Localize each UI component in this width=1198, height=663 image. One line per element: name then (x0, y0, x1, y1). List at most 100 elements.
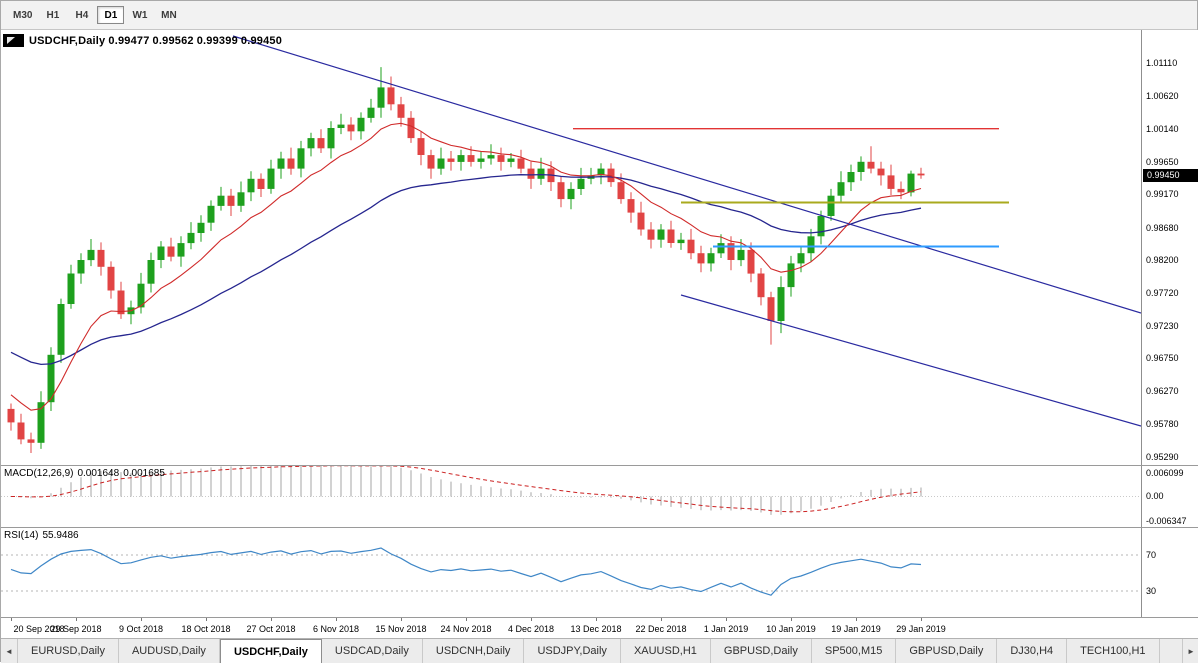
timeframe-button-h1[interactable]: H1 (46, 9, 60, 21)
date-tick (596, 618, 597, 621)
date-axis-label: 15 Nov 2018 (375, 624, 427, 634)
price-axis-label: 0.98200 (1146, 255, 1179, 265)
date-axis-label: 19 Jan 2019 (831, 624, 881, 634)
rsi-panel[interactable]: RSI(14) 55.9486 70 30 (1, 527, 1198, 617)
date-axis-label: 20 Sep 2018 (13, 624, 65, 634)
price-axis-label: 0.97720 (1146, 288, 1179, 298)
macd-panel[interactable]: MACD(12,26,9) 0.001648 0.001685 0.006099 0.… (1, 465, 1198, 527)
macd-value-1: 0.001648 (77, 468, 120, 479)
fast-ma-line (10, 122, 922, 411)
macd-histogram (20, 466, 922, 515)
date-axis-label: 24 Nov 2018 (440, 624, 492, 634)
price-axis-label: 0.96270 (1146, 386, 1179, 396)
macd-label: MACD(12,26,9) 0.001648 0.001685 (4, 468, 165, 479)
date-axis-label: 29 Sep 2018 (50, 624, 102, 634)
chart-corner-icon (3, 34, 24, 47)
price-axis-label: 0.98680 (1146, 223, 1179, 233)
tab-dj30-h4[interactable]: DJ30,H4 (997, 639, 1068, 663)
tab-usdchf-daily[interactable]: USDCHF,Daily (219, 639, 322, 663)
timeframe-button-h4[interactable]: H4 (75, 9, 89, 21)
tab-sp500-m15[interactable]: SP500,M15 (812, 639, 897, 663)
date-tick (466, 618, 467, 621)
date-axis-label: 13 Dec 2018 (570, 624, 622, 634)
date-axis-label: 4 Dec 2018 (507, 624, 555, 634)
rsi-line (10, 547, 922, 596)
trendlines-group (232, 35, 1141, 427)
tab-audusd-daily[interactable]: AUDUSD,Daily (119, 639, 220, 663)
ohlc-high: 0.99562 (152, 35, 194, 47)
tab-usdcnh-daily[interactable]: USDCNH,Daily (423, 639, 525, 663)
tab-usdjpy-daily[interactable]: USDJPY,Daily (524, 639, 621, 663)
timeframe-button-m30[interactable]: M30 (13, 9, 33, 21)
date-tick (726, 618, 727, 621)
chart-tabs: ◄ EURUSD,Daily AUDUSD,Daily USDCHF,Daily USD… (1, 638, 1198, 663)
price-axis: 1.01110 1.00620 1.00140 0.99650 0.99170 0.986… (1141, 30, 1198, 465)
horizontal-levels-group (573, 127, 1009, 248)
date-axis-label: 10 Jan 2019 (766, 624, 816, 634)
date-tick (531, 618, 532, 621)
macd-axis-label: 0.00 (1146, 491, 1164, 502)
tab-tech100-h1[interactable]: TECH100,H1 (1067, 639, 1160, 663)
date-axis-label: 1 Jan 2019 (703, 624, 749, 634)
date-tick (401, 618, 402, 621)
date-axis-label: 18 Oct 2018 (181, 624, 231, 634)
date-tick (271, 618, 272, 621)
tabs-scroll-left-icon[interactable]: ◄ (1, 639, 18, 663)
date-tick (11, 618, 12, 621)
macd-plot[interactable] (1, 466, 1141, 528)
timeframe-button-mn[interactable]: MN (161, 9, 177, 21)
chart-title: USDCHF,Daily 0.99477 0.99562 0.99399 0.99450 (29, 35, 285, 47)
date-axis: 20 Sep 2018 29 Sep 2018 9 Oct 2018 18 Oct 2… (1, 617, 1198, 638)
price-axis-label: 1.01110 (1146, 58, 1178, 68)
ohlc-close: 0.99450 (240, 35, 283, 47)
rsi-plot[interactable] (1, 528, 1141, 618)
rsi-value: 55.9486 (42, 530, 79, 541)
tab-xauusd-h1[interactable]: XAUUSD,H1 (621, 639, 711, 663)
tab-gbpusd-daily[interactable]: GBPUSD,Daily (896, 639, 998, 663)
slow-ma-line (10, 173, 922, 366)
date-axis-label: 29 Jan 2019 (896, 624, 946, 634)
price-axis-label: 0.95780 (1146, 419, 1179, 429)
timeframe-toolbar: M30 H1 H4 D1 W1 MN (1, 1, 1197, 30)
date-tick (921, 618, 922, 621)
date-tick (76, 618, 77, 621)
tabs-scroll-right-icon[interactable]: ► (1182, 639, 1198, 663)
timeframe-button-d1[interactable]: D1 (97, 6, 125, 24)
main-chart-panel[interactable]: USDCHF,Daily 0.99477 0.99562 0.99399 0.99450… (1, 30, 1198, 465)
price-plot[interactable] (1, 30, 1141, 465)
timeframe-button-w1[interactable]: W1 (132, 9, 148, 21)
tab-gbpusd-daily[interactable]: GBPUSD,Daily (711, 639, 812, 663)
date-tick (791, 618, 792, 621)
ohlc-low: 0.99399 (196, 35, 238, 47)
price-axis-label: 0.96750 (1146, 353, 1179, 363)
date-axis-label: 22 Dec 2018 (635, 624, 687, 634)
chart-symbol: USDCHF,Daily (29, 35, 106, 47)
date-axis-label: 27 Oct 2018 (246, 624, 296, 634)
date-tick (661, 618, 662, 621)
date-axis-label: 9 Oct 2018 (118, 624, 164, 634)
macd-axis-label: -0.006347 (1146, 516, 1187, 526)
tab-eurusd-daily[interactable]: EURUSD,Daily (18, 639, 119, 663)
price-axis-label: 0.95290 (1146, 452, 1179, 462)
rsi-axis-label: 30 (1146, 586, 1157, 596)
date-tick (856, 618, 857, 621)
price-axis-label: 1.00620 (1146, 91, 1179, 101)
ohlc-open: 0.99477 (108, 35, 150, 47)
tab-usdcad-daily[interactable]: USDCAD,Daily (322, 639, 423, 663)
macd-axis-label: 0.006099 (1146, 468, 1184, 478)
date-tick (206, 618, 207, 621)
rsi-axis-label: 70 (1146, 550, 1157, 560)
rsi-axis: 70 30 (1141, 528, 1198, 617)
current-price-badge: 0.99450 (1143, 169, 1198, 182)
price-axis-label: 0.97230 (1146, 321, 1179, 331)
macd-axis: 0.006099 0.00 -0.006347 (1141, 466, 1198, 527)
price-axis-label: 0.99650 (1146, 157, 1179, 167)
date-tick (141, 618, 142, 621)
date-axis-label: 6 Nov 2018 (312, 624, 360, 634)
price-axis-label: 0.99170 (1146, 189, 1179, 199)
date-tick (336, 618, 337, 621)
macd-signal-line (10, 466, 922, 513)
rsi-label: RSI(14) 55.9486 (4, 530, 79, 541)
price-axis-label: 1.00140 (1146, 124, 1179, 134)
